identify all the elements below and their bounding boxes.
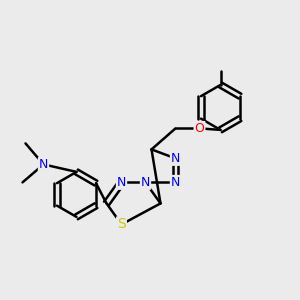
- Text: N: N: [171, 152, 180, 165]
- Text: N: N: [39, 158, 48, 171]
- Text: N: N: [171, 176, 180, 189]
- Text: N: N: [141, 176, 150, 189]
- Text: O: O: [195, 122, 204, 135]
- Text: N: N: [117, 176, 126, 189]
- Text: S: S: [117, 218, 126, 231]
